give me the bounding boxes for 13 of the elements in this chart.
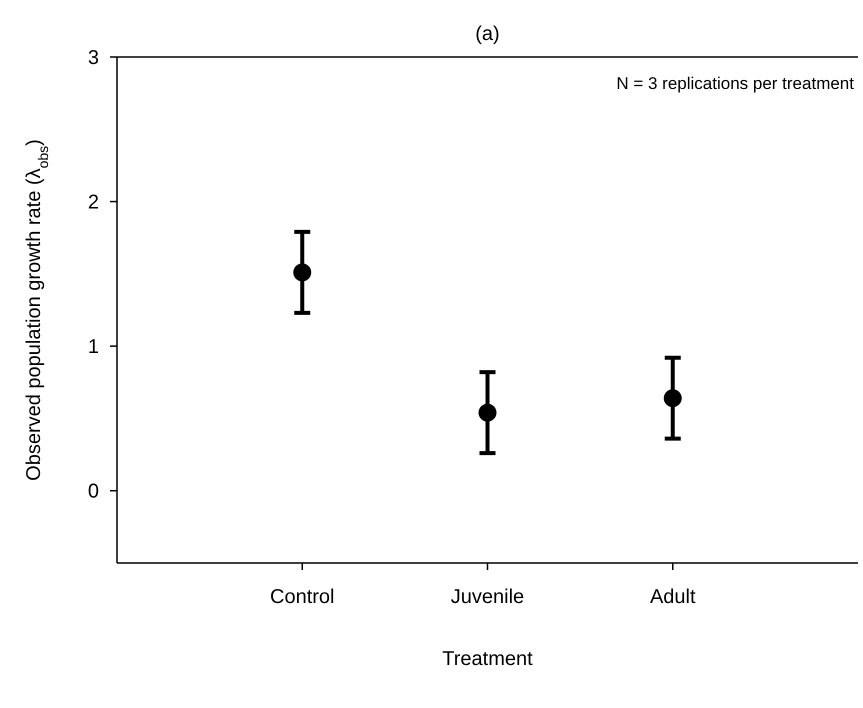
y-tick-label: 1 <box>88 336 99 358</box>
point <box>293 263 312 282</box>
y-tick-label: 0 <box>88 480 99 503</box>
point <box>664 389 682 408</box>
x-tick-label: Adult <box>650 586 696 608</box>
point <box>478 404 496 422</box>
chart-title: (a) <box>475 23 500 45</box>
x-tick-label: Juvenile <box>450 586 524 608</box>
y-tick-label: 3 <box>88 47 99 69</box>
x-tick-label: Control <box>270 586 334 608</box>
x-axis-title: Treatment <box>442 648 534 670</box>
annotation: N = 3 replications per treatment <box>616 74 854 93</box>
y-tick-label: 2 <box>88 192 99 214</box>
